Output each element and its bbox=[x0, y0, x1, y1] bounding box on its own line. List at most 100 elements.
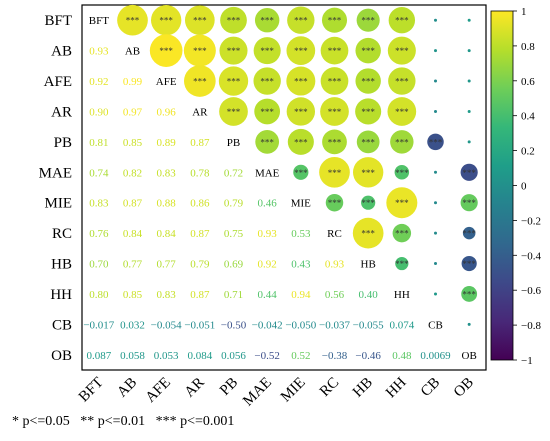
correlation-circle bbox=[320, 67, 349, 95]
colorbar-tick-label: 0 bbox=[521, 181, 527, 193]
correlation-circle bbox=[434, 292, 437, 296]
correlation-circle bbox=[320, 97, 349, 126]
correlation-value: 0.75 bbox=[224, 228, 244, 240]
diagonal-label: AFE bbox=[156, 76, 177, 88]
significance-stars: *** bbox=[395, 77, 409, 87]
diagonal-label: CB bbox=[428, 319, 443, 331]
correlation-value: −0.52 bbox=[254, 350, 279, 362]
significance-stars: *** bbox=[294, 137, 308, 147]
colorbar-tick-label: −0.8 bbox=[521, 320, 541, 332]
significance-stars: *** bbox=[227, 107, 241, 117]
significance-stars: *** bbox=[328, 198, 342, 208]
correlation-value: 0.79 bbox=[190, 259, 210, 271]
significance-stars: *** bbox=[328, 46, 342, 56]
correlation-circle bbox=[255, 129, 280, 154]
correlation-value: −0.050 bbox=[285, 319, 316, 331]
correlation-value: 0.86 bbox=[190, 198, 210, 210]
correlation-value: 0.79 bbox=[224, 198, 244, 210]
correlation-circle bbox=[387, 97, 417, 126]
correlation-value: −0.051 bbox=[184, 319, 215, 331]
correlation-value: 0.76 bbox=[89, 228, 109, 240]
correlation-circle bbox=[286, 97, 316, 126]
significance-stars: *** bbox=[395, 107, 409, 117]
significance-stars: *** bbox=[361, 168, 375, 178]
significance-stars: *** bbox=[328, 77, 342, 87]
correlation-circle bbox=[220, 6, 247, 34]
correlation-value: 0.77 bbox=[123, 259, 143, 271]
significance-stars: *** bbox=[294, 168, 308, 178]
correlation-value: 0.80 bbox=[89, 289, 109, 301]
diagonal-label: AB bbox=[125, 46, 140, 58]
significance-stars: *** bbox=[462, 289, 476, 299]
significance-stars: *** bbox=[193, 77, 207, 87]
column-label: RC bbox=[317, 375, 342, 400]
correlation-circle bbox=[355, 37, 381, 64]
correlation-value: 0.56 bbox=[325, 289, 345, 301]
significance-stars: *** bbox=[227, 77, 241, 87]
correlation-circle bbox=[322, 129, 347, 155]
diagonal-label: PB bbox=[227, 137, 240, 149]
significance-stars: *** bbox=[395, 137, 409, 147]
correlation-circle bbox=[319, 156, 350, 188]
colorbar-tick-label: 0.2 bbox=[521, 146, 535, 158]
row-label: HH bbox=[50, 287, 72, 303]
correlation-circle bbox=[434, 231, 437, 235]
correlation-circle bbox=[434, 262, 437, 266]
correlation-circle bbox=[434, 79, 437, 83]
correlation-circle bbox=[356, 8, 380, 32]
correlation-value: 0.43 bbox=[291, 259, 311, 271]
correlation-circle bbox=[183, 34, 216, 67]
correlation-value: 0.69 bbox=[224, 259, 244, 271]
significance-stars: *** bbox=[328, 168, 342, 178]
correlation-circle bbox=[388, 67, 416, 95]
correlation-circle bbox=[467, 79, 471, 83]
correlation-value: −0.037 bbox=[319, 319, 350, 331]
correlation-value: 0.78 bbox=[190, 167, 210, 179]
significance-stars: *** bbox=[361, 77, 375, 87]
significance-stars: *** bbox=[361, 16, 375, 26]
correlation-value: 0.87 bbox=[190, 289, 210, 301]
correlation-value: −0.054 bbox=[151, 319, 182, 331]
correlation-circle bbox=[461, 286, 478, 302]
correlation-value: −0.46 bbox=[355, 350, 381, 362]
significance-stars: *** bbox=[462, 229, 476, 239]
significance-stars: *** bbox=[260, 137, 274, 147]
correlation-circle bbox=[386, 187, 418, 219]
correlation-value: 0.87 bbox=[123, 198, 143, 210]
correlation-value: 0.83 bbox=[157, 167, 177, 179]
correlation-circle bbox=[434, 201, 437, 205]
correlation-circle bbox=[387, 36, 416, 65]
correlation-value: 0.92 bbox=[258, 259, 277, 271]
column-label: AFE bbox=[143, 375, 174, 406]
column-label: OB bbox=[451, 375, 477, 401]
significance-stars: *** bbox=[361, 107, 375, 117]
column-label: PB bbox=[217, 375, 241, 399]
row-label: MIE bbox=[45, 196, 73, 212]
significance-stars: *** bbox=[361, 137, 375, 147]
correlation-circle bbox=[462, 226, 476, 240]
correlation-value: 0.44 bbox=[258, 289, 278, 301]
correlation-value: 0.46 bbox=[258, 198, 278, 210]
significance-stars: *** bbox=[462, 198, 476, 208]
row-label: HB bbox=[51, 257, 72, 273]
correlation-circle bbox=[287, 128, 314, 155]
correlation-value: 0.058 bbox=[120, 350, 145, 362]
significance-stars: *** bbox=[462, 259, 476, 269]
correlation-value: 0.92 bbox=[89, 76, 108, 88]
correlation-circle bbox=[361, 195, 376, 210]
diagonal-label: AR bbox=[192, 106, 208, 118]
correlation-circle bbox=[184, 5, 215, 36]
significance-stars: *** bbox=[361, 198, 375, 208]
correlation-circle bbox=[434, 109, 437, 113]
correlation-circle bbox=[355, 98, 382, 125]
correlation-circle bbox=[286, 36, 316, 65]
correlation-circle bbox=[320, 36, 349, 65]
correlation-circle bbox=[219, 97, 248, 126]
diagonal-label: HB bbox=[361, 259, 376, 271]
correlation-value: 0.90 bbox=[89, 106, 109, 118]
correlation-circle bbox=[150, 5, 182, 36]
correlation-value: 0.94 bbox=[291, 289, 311, 301]
significance-stars: *** bbox=[294, 16, 308, 26]
correlation-circle bbox=[461, 255, 477, 272]
